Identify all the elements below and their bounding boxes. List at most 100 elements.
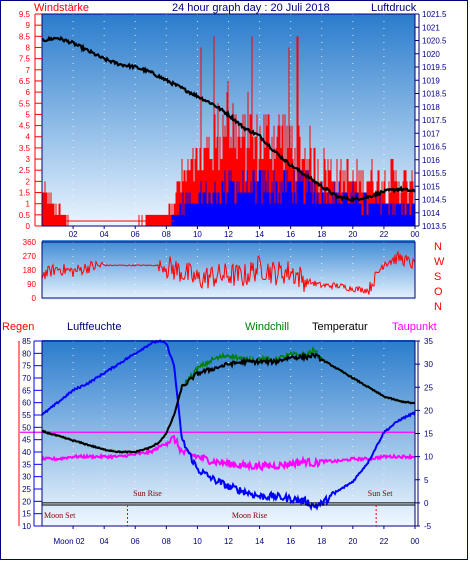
humidity-tick-label: 80	[22, 349, 31, 358]
wind-tick-label: 9	[26, 21, 31, 30]
pressure-label: Luftdruck	[371, 2, 417, 14]
temperature-tick-label: 5	[424, 476, 429, 485]
humidity-tick-label: 10	[22, 522, 31, 531]
pressure-tick-label: 1021	[422, 23, 440, 32]
humidity-tick-label: 35	[22, 460, 31, 469]
compass-label: W	[434, 256, 445, 268]
page-title: 24 hour graph day : 20 Juli 2018	[172, 2, 330, 14]
pressure-tick-label: 1018	[422, 103, 440, 112]
pressure-tick-label: 1019.5	[422, 63, 447, 72]
x-tick-label: 18	[317, 537, 326, 546]
legend-dewpoint: Taupunkt	[392, 321, 437, 333]
wind-tick-label: 1.5	[19, 189, 31, 198]
humidity-tick-label: 45	[22, 436, 31, 445]
humidity-tick-label: 30	[22, 473, 31, 482]
wind-tick-label: 4	[26, 133, 31, 142]
wind-tick-label: 2	[26, 177, 31, 186]
temperature-tick-label: 0	[424, 499, 429, 508]
temperature-tick-label: 35	[424, 337, 433, 346]
humidity-tick-label: 85	[22, 337, 31, 346]
pressure-tick-label: 1017	[422, 129, 440, 138]
x-tick-label: 10	[193, 537, 202, 546]
x-tick-label: 04	[100, 537, 109, 546]
wind-tick-label: 6.5	[19, 77, 31, 86]
compass-label: N	[434, 241, 442, 253]
weather-chart: Sun Rise Sun Set Moon Set Moon Rise 10 15 20 25…	[18, 337, 433, 546]
humidity-line	[41, 339, 416, 512]
humidity-tick-label: 60	[22, 399, 31, 408]
pressure-tick-label: 1018.5	[422, 90, 447, 99]
pressure-tick-label: 1014	[422, 209, 440, 218]
temperature-tick-label: -5	[424, 522, 432, 531]
x-tick-label: 04	[100, 230, 109, 239]
pressure-tick-label: 1017.5	[422, 116, 447, 125]
humidity-tick-label: 15	[22, 510, 31, 519]
direction-tick-label: 90	[27, 280, 36, 289]
wind-tick-label: 8.5	[19, 32, 31, 41]
x-tick-label: 22	[379, 537, 388, 546]
legend-windchill: Windchill	[245, 321, 289, 333]
x-tick-label: 02	[69, 230, 78, 239]
humidity-tick-label: 40	[22, 448, 31, 457]
humidity-tick-label: 55	[22, 411, 31, 420]
humidity-tick-label: 25	[22, 485, 31, 494]
x-tick-label: 08	[162, 537, 171, 546]
wind-label: Windstärke	[34, 2, 89, 14]
x-tick-label: 00	[411, 230, 420, 239]
pressure-tick-label: 1016	[422, 156, 440, 165]
wind-tick-label: 7	[26, 66, 31, 75]
temperature-tick-label: 15	[424, 430, 433, 439]
direction-tick-label: 360	[23, 238, 37, 247]
x-tick-label: 10	[193, 230, 202, 239]
x-tick-label: 18	[317, 230, 326, 239]
wind-tick-label: 7.5	[19, 55, 31, 64]
pressure-tick-label: 1019	[422, 76, 440, 85]
compass-label: O	[434, 286, 443, 298]
wind-tick-label: 5	[26, 110, 31, 119]
pressure-tick-label: 1021.5	[422, 10, 447, 19]
moon-rise-label: Moon Rise	[232, 511, 268, 520]
x-tick-label: 08	[162, 230, 171, 239]
x-tick-label: 16	[286, 537, 295, 546]
humidity-tick-label: 20	[22, 497, 31, 506]
wind-tick-label: 4.5	[19, 122, 31, 131]
temperature-tick-label: 30	[424, 360, 433, 369]
humidity-tick-label: 50	[22, 423, 31, 432]
wind-tick-label: 9.5	[19, 10, 31, 19]
x-tick-label: 00	[411, 537, 420, 546]
wind-tick-label: 3	[26, 155, 31, 164]
pressure-tick-label: 1014.5	[422, 196, 447, 205]
wind-pressure-chart: 0 0.5 1 1.5 2 2.5 3 3.5 4 4.5 5 5.5 6 6.5 7 7.5 8 8.5 9 9.5…	[19, 10, 447, 239]
legend-temperature: Temperatur	[312, 321, 368, 333]
temperature-tick-label: 20	[424, 406, 433, 415]
pressure-tick-label: 1013.5	[422, 222, 447, 231]
temperature-tick-label: 10	[424, 453, 433, 462]
direction-tick-label: 180	[23, 266, 37, 275]
x-tick-label: Moon 02	[54, 537, 86, 546]
pressure-tick-label: 1015.5	[422, 169, 447, 178]
x-tick-label: 12	[224, 230, 233, 239]
pressure-tick-label: 1020	[422, 50, 440, 59]
legend-rain: Regen	[2, 321, 34, 333]
x-tick-label: 06	[131, 537, 140, 546]
direction-tick-label: 0	[32, 294, 37, 303]
wind-tick-label: 2.5	[19, 166, 31, 175]
x-tick-label: 06	[131, 230, 140, 239]
wind-direction-line	[41, 250, 416, 295]
wind-tick-label: 1	[26, 200, 31, 209]
plot-border	[41, 241, 416, 299]
x-tick-label: 22	[379, 230, 388, 239]
temperature-line	[41, 351, 416, 455]
pressure-tick-label: 1020.5	[422, 37, 447, 46]
wind-tick-label: 3.5	[19, 144, 31, 153]
x-tick-label: 14	[255, 230, 264, 239]
temperature-tick-label: 25	[424, 383, 433, 392]
x-tick-label: 12	[224, 537, 233, 546]
sun-set-label: Sun Set	[368, 489, 393, 498]
wind-tick-label: 6	[26, 88, 31, 97]
x-tick-label: 16	[286, 230, 295, 239]
direction-tick-label: 270	[23, 252, 37, 261]
wind-tick-label: 0	[26, 222, 31, 231]
